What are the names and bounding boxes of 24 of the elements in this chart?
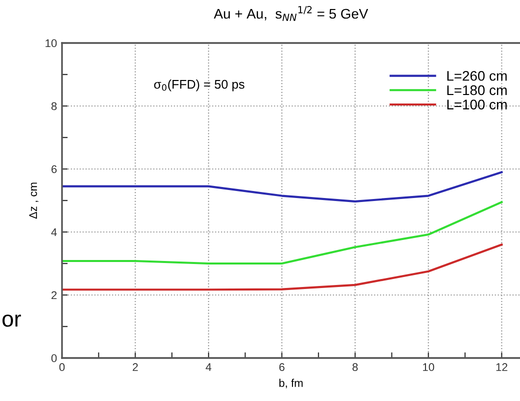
legend-label: L=260 cm xyxy=(447,70,507,81)
x-tick-label: 2 xyxy=(132,363,138,371)
line-series xyxy=(62,201,503,265)
text: or xyxy=(2,314,21,327)
x-axis-title: b, fm xyxy=(279,378,303,388)
x-tick-label: 8 xyxy=(352,363,358,372)
y-tick-label: 10 xyxy=(46,39,57,48)
y-tick-label: 6 xyxy=(52,165,57,174)
annotation: σ$_{0}$(FFD) = 50 ps xyxy=(154,80,244,92)
y-tick-label: 0 xyxy=(51,354,57,362)
x-tick-label: 4 xyxy=(206,363,212,371)
x-tick-label: 12 xyxy=(496,363,508,371)
y-tick-label: 8 xyxy=(51,102,57,110)
y-tick-label: 4 xyxy=(51,228,57,236)
x-tick-label: 0 xyxy=(59,363,65,372)
x-tick-label: 10 xyxy=(423,363,434,372)
legend-label: L=100 cm xyxy=(447,100,507,110)
chart-title: Au + Au, s$_{NN}$$^{1/2}$ = 5 GeV xyxy=(214,6,368,21)
x-tick-label: 6 xyxy=(279,363,284,372)
line-series xyxy=(62,171,503,202)
legend-label: L=180 cm xyxy=(447,85,507,96)
line-series xyxy=(62,244,503,291)
y-axis-title: Δz , cm xyxy=(29,182,38,219)
y-tick-label: 2 xyxy=(52,291,57,300)
